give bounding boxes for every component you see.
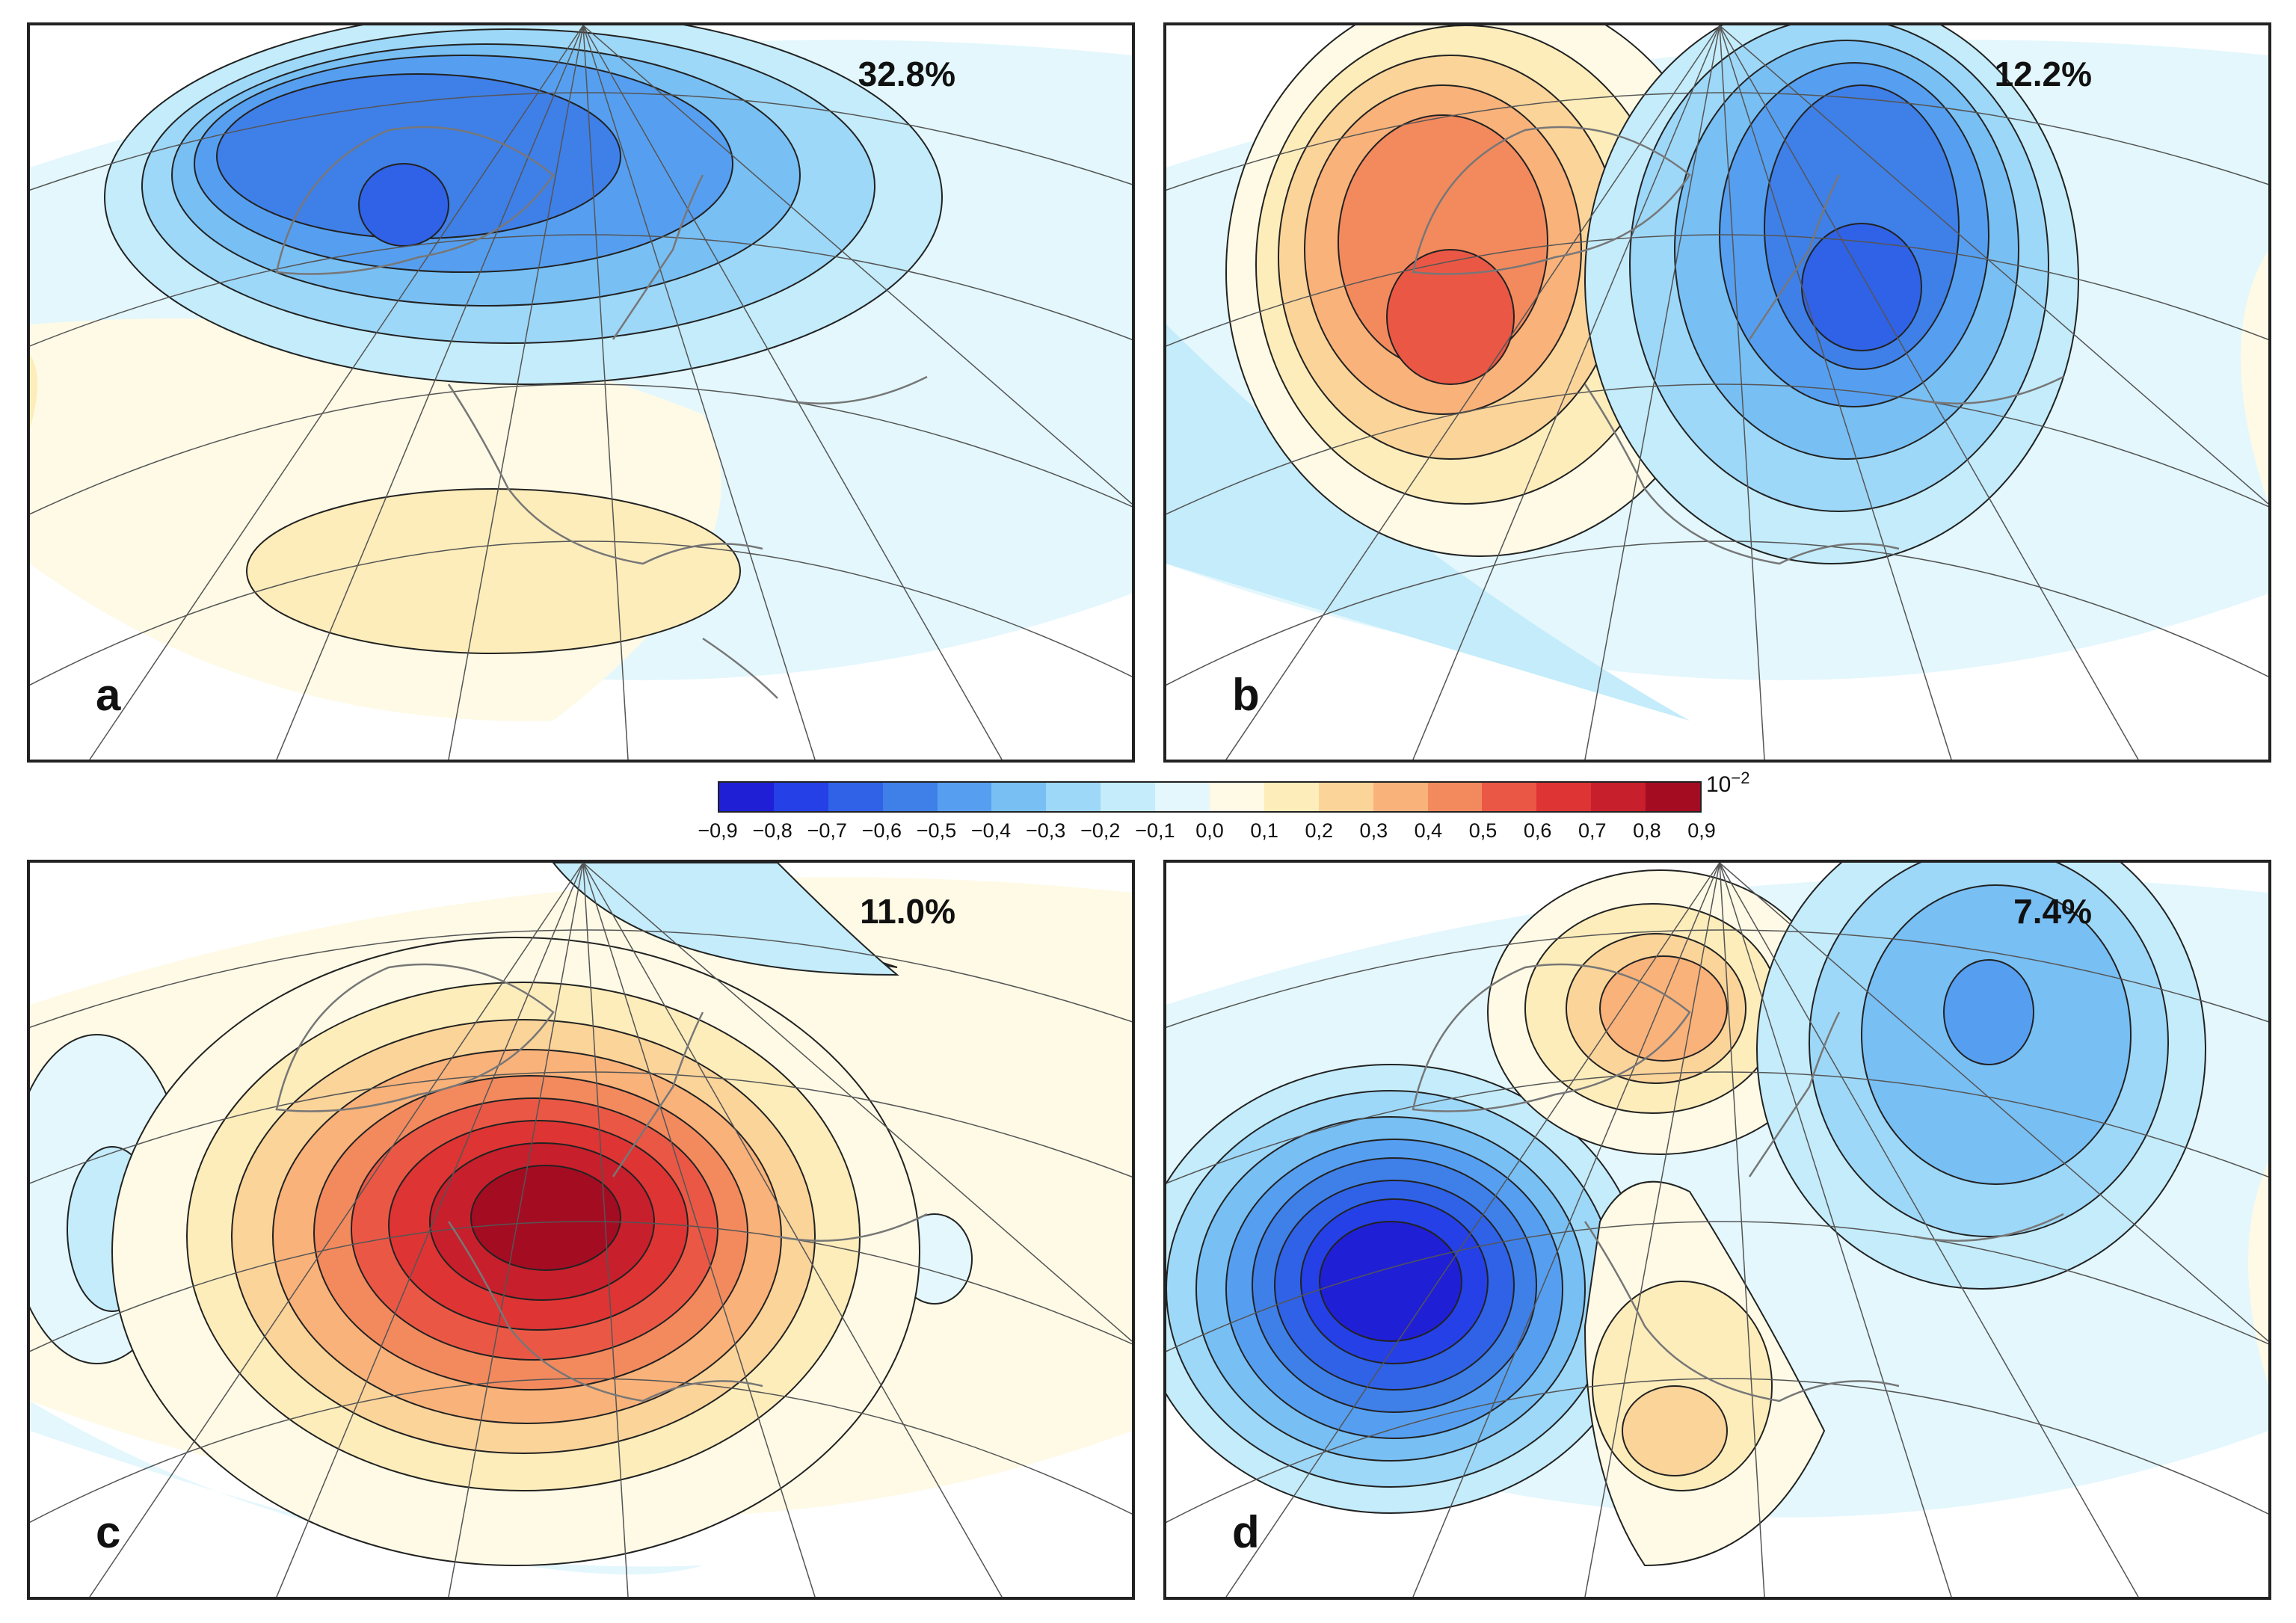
colorbar-segment xyxy=(1373,783,1428,811)
panel-label-d: d xyxy=(1232,1507,1260,1557)
colorbar-unit: 10−2 xyxy=(1706,769,1749,798)
panel-label-a: a xyxy=(96,670,121,720)
colorbar-tick-label: 0,4 xyxy=(1414,819,1443,842)
map-panel-c: 11.0% c xyxy=(27,860,1135,1600)
colorbar-tick-label: −0,4 xyxy=(970,819,1012,842)
map-d-svg xyxy=(1166,863,2268,1597)
panel-label-b: b xyxy=(1232,670,1260,720)
colorbar-segment xyxy=(1536,783,1592,811)
colorbar-segment xyxy=(1264,783,1319,811)
colorbar-tick-label: −0,7 xyxy=(807,819,847,842)
colorbar-tick-label: 0,6 xyxy=(1523,819,1552,842)
colorbar-segment xyxy=(1318,783,1373,811)
colorbar-segment xyxy=(1482,783,1537,811)
colorbar-tick-label: 0,9 xyxy=(1687,819,1716,842)
colorbar-segment xyxy=(1427,783,1483,811)
variance-percent-d: 7.4% xyxy=(2013,892,2092,931)
colorbar-tick-label: −0,8 xyxy=(752,819,792,842)
map-panel-a: 32.8% a xyxy=(27,22,1135,763)
colorbar-segment xyxy=(719,783,774,811)
variance-percent-a: 32.8% xyxy=(858,55,955,93)
variance-percent-b: 12.2% xyxy=(1994,55,2092,93)
colorbar-tick-label: −0,3 xyxy=(1026,819,1066,842)
colorbar-segment xyxy=(991,783,1047,811)
colorbar-ticks: −0,9 −0,8 −0,7 −0,6 −0,5 −0,4 −0,3 −0,2 −0,1 0,0 0… xyxy=(695,819,1724,849)
colorbar-segment xyxy=(1046,783,1101,811)
colorbar-tick-label: 0,2 xyxy=(1305,819,1333,842)
colorbar-segment xyxy=(1646,783,1701,811)
colorbar-tick-label: 0,5 xyxy=(1468,819,1498,842)
colorbar-tick-label: 0,8 xyxy=(1633,819,1661,842)
colorbar-unit-exponent: −2 xyxy=(1731,769,1750,787)
colorbar-tick-label: 0,3 xyxy=(1359,819,1388,842)
colorbar-unit-base: 10 xyxy=(1706,772,1732,797)
colorbar-segment xyxy=(1155,783,1210,811)
map-c-svg xyxy=(30,863,1132,1597)
colorbar-segment xyxy=(1591,783,1646,811)
variance-percent-c: 11.0% xyxy=(860,892,955,931)
colorbar-segment xyxy=(937,783,992,811)
map-panel-d: 7.4% d xyxy=(1163,860,2271,1600)
colorbar-tick-label: −0,5 xyxy=(916,819,957,842)
colorbar xyxy=(718,781,1702,813)
colorbar-tick-label: −0,1 xyxy=(1135,819,1175,842)
colorbar-tick-label: 0,0 xyxy=(1195,819,1224,842)
colorbar-segment xyxy=(1101,783,1156,811)
colorbar-tick-label: 0,1 xyxy=(1250,819,1278,842)
map-b-svg xyxy=(1166,25,2268,760)
colorbar-tick-label: 0,7 xyxy=(1578,819,1607,842)
colorbar-tick-label: −0,6 xyxy=(861,819,902,842)
colorbar-segment xyxy=(1210,783,1264,811)
panel-label-c: c xyxy=(96,1507,121,1557)
colorbar-segment xyxy=(773,783,828,811)
map-panel-b: 12.2% b xyxy=(1163,22,2271,763)
colorbar-tick-label: −0,9 xyxy=(698,819,738,842)
colorbar-segment xyxy=(828,783,883,811)
map-a-svg xyxy=(30,25,1132,760)
colorbar-tick-label: −0,2 xyxy=(1080,819,1121,842)
colorbar-segment xyxy=(882,783,938,811)
